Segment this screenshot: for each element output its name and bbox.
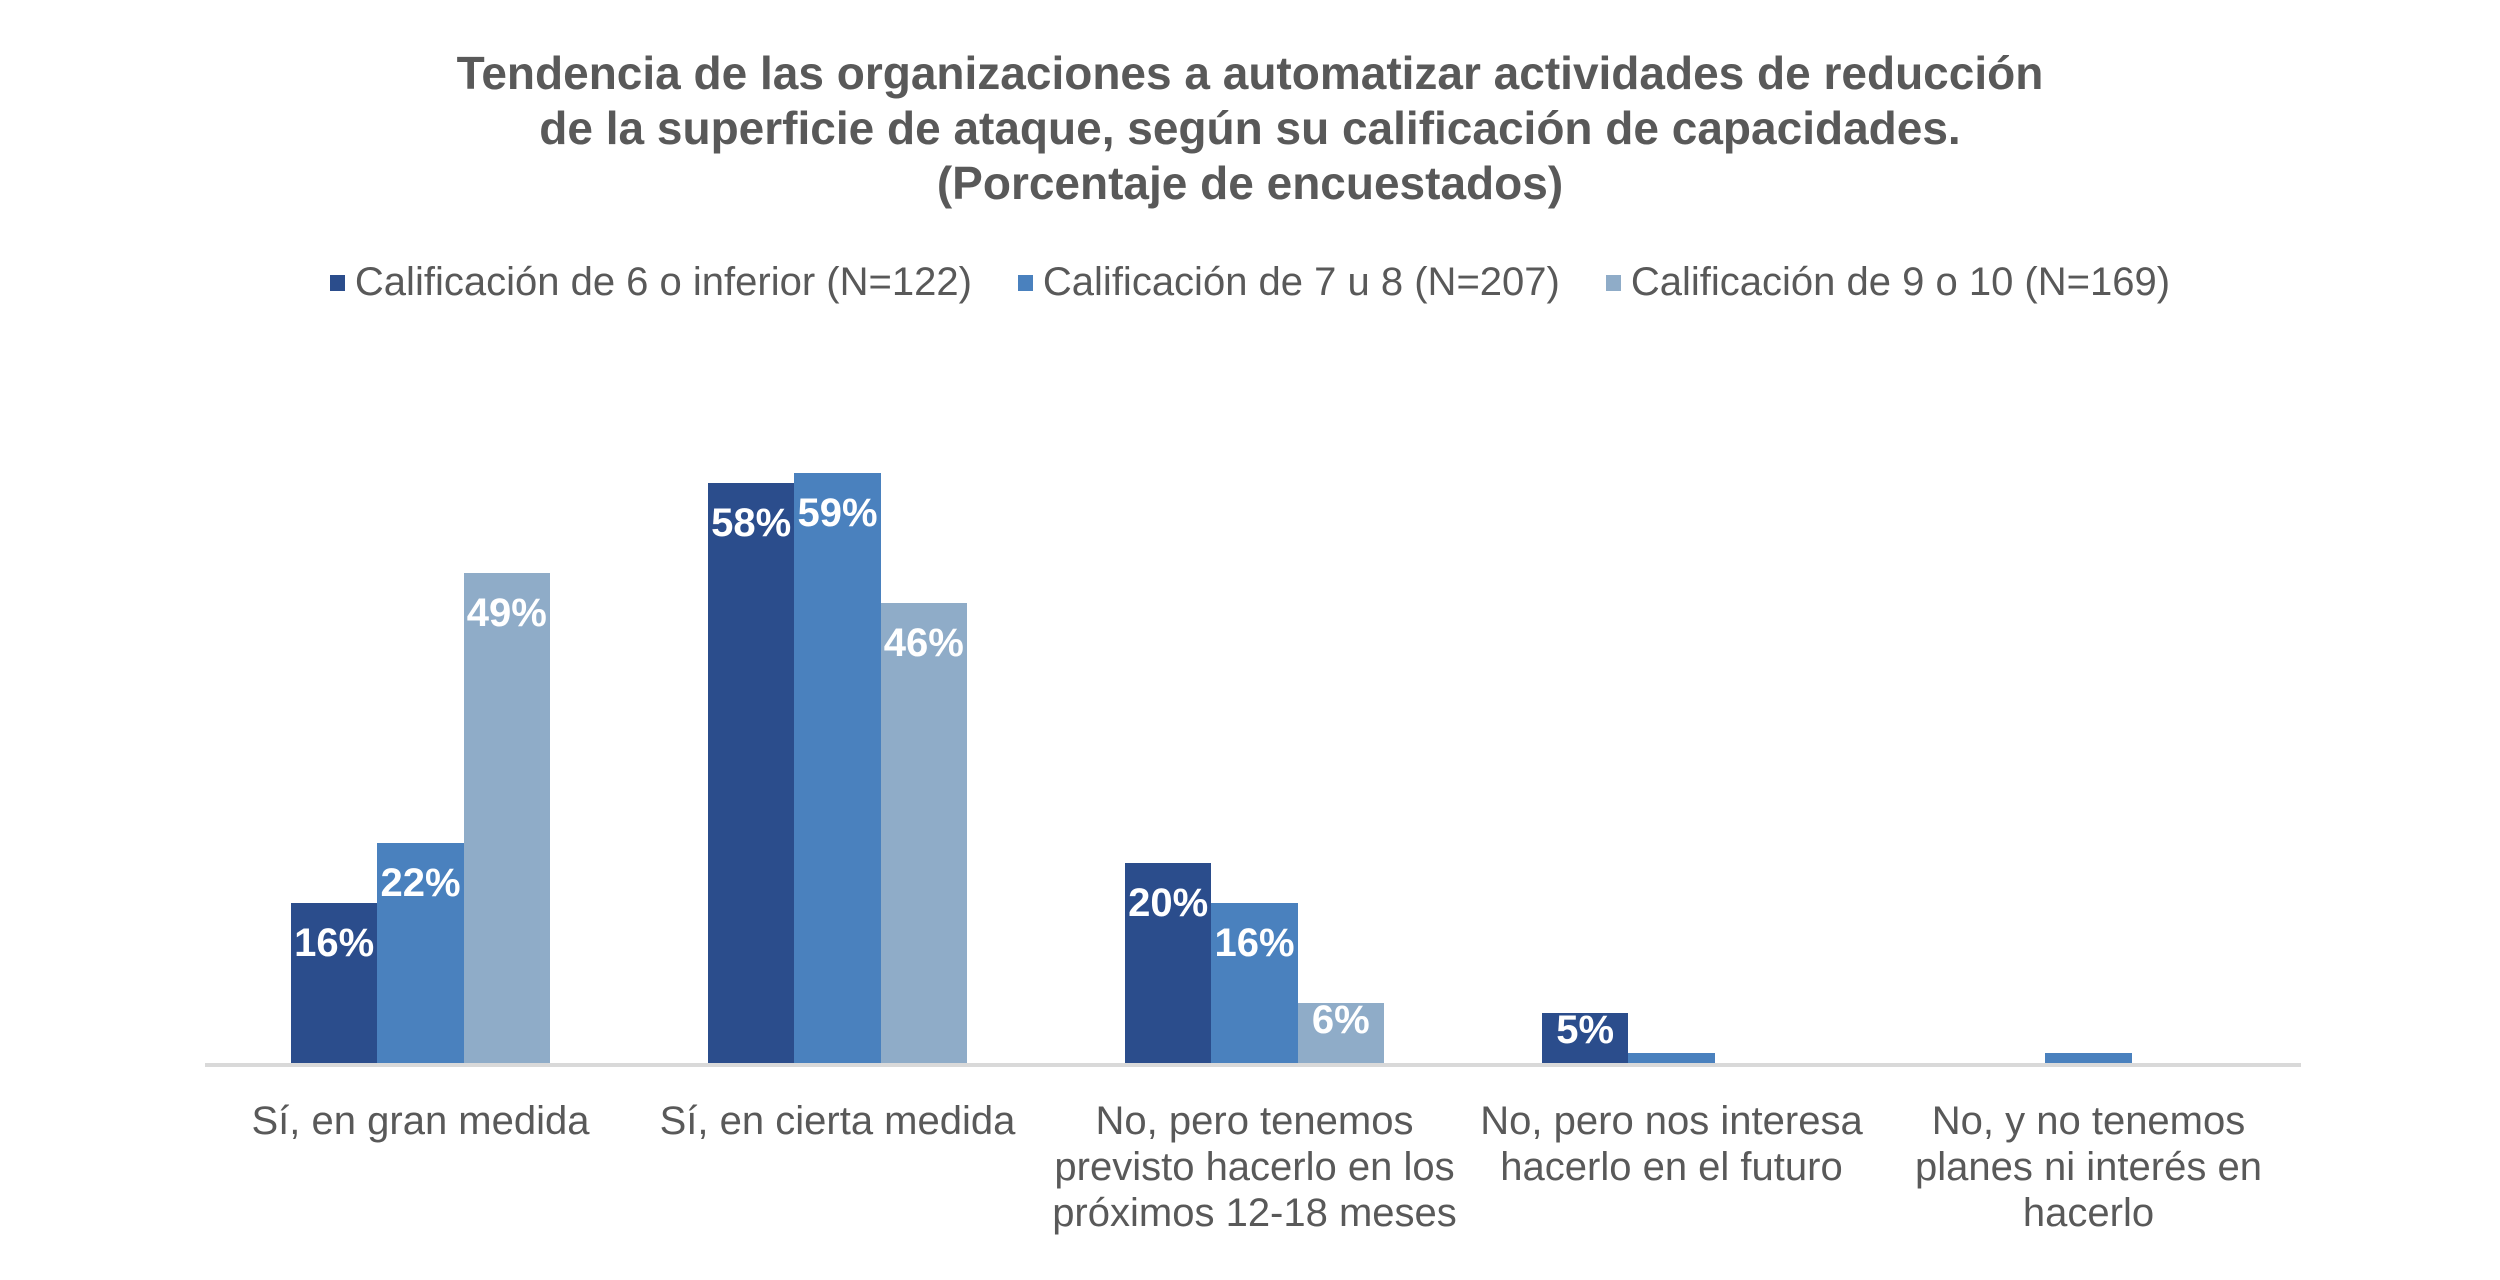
bar-group-3: 20% 16% 6%	[1125, 423, 1384, 1063]
category-label-line: No, pero tenemos	[1095, 1099, 1414, 1143]
x-axis-line	[205, 1063, 2301, 1067]
bar-group-1: 16% 22% 49%	[291, 423, 550, 1063]
category-label-line: próximos 12-18 meses	[1052, 1191, 1457, 1235]
category-label-5: No, y no tenemos planes ni interés en hace…	[1879, 1098, 2299, 1236]
bar-value-label: 22%	[380, 861, 461, 905]
category-label-line: hacerlo en el futuro	[1500, 1145, 1843, 1189]
bar-series-1-category-3: 20%	[1125, 863, 1212, 1063]
bar-series-2-category-5	[2045, 1053, 2132, 1063]
bar-value-label: 58%	[711, 501, 792, 545]
bar-value-label: 16%	[1214, 921, 1295, 965]
bar-value-label: 59%	[797, 491, 878, 535]
bar-series-2-category-3: 16%	[1211, 903, 1298, 1063]
category-label-1: Sí, en gran medida	[211, 1098, 631, 1144]
chart-title-line-1: Tendencia de las organizaciones a automa…	[456, 47, 2044, 99]
chart-title-line-2: de la superficie de ataque, según su cal…	[539, 102, 1961, 154]
category-label-2: Sí, en cierta medida	[628, 1098, 1048, 1144]
bar-series-3-category-1: 49%	[463, 573, 550, 1063]
bar-series-2-category-2: 59%	[794, 473, 881, 1063]
bar-series-3-category-2: 46%	[880, 603, 967, 1063]
legend-marker-icon	[1605, 274, 1621, 291]
legend-item-label: Calificación de 9 o 10 (N=169)	[1630, 260, 2171, 304]
bar-series-1-category-4: 5%	[1542, 1008, 1629, 1063]
legend-item-1: Calificación de 6 o inferior (N=122)	[329, 260, 972, 305]
legend-marker-icon	[329, 274, 345, 291]
bar-value-label: 49%	[466, 591, 547, 635]
category-label-3: No, pero tenemos previsto hacerlo en los p…	[1045, 1098, 1465, 1236]
bar-series-2-category-4	[1628, 1053, 1715, 1063]
category-label-4: No, pero nos interesa hacerlo en el futur…	[1462, 1098, 1882, 1190]
category-label-line: hacerlo	[2022, 1191, 2155, 1235]
category-label-line: previsto hacerlo en los	[1054, 1145, 1455, 1189]
bar-value-label: 46%	[883, 621, 964, 665]
bar-series-3-category-3: 6%	[1297, 998, 1384, 1063]
bar-group-4: 5%	[1542, 423, 1801, 1063]
legend: Calificación de 6 o inferior (N=122) Cali…	[0, 260, 2500, 305]
legend-item-3: Calificación de 9 o 10 (N=169)	[1605, 260, 2171, 305]
legend-marker-icon	[1017, 274, 1033, 291]
category-label-line: No, pero nos interesa	[1480, 1099, 1863, 1143]
category-label-line: planes ni interés en	[1915, 1145, 2262, 1189]
category-label-line: No, y no tenemos	[1931, 1099, 2246, 1143]
bar-series-1-category-2: 58%	[708, 483, 795, 1063]
bar-value-label: 5%	[1556, 1008, 1615, 1052]
legend-item-label: Calificación de 6 o inferior (N=122)	[354, 260, 972, 304]
chart-title-line-3: (Porcentaje de encuestados)	[936, 157, 1564, 209]
bar-value-label: 16%	[294, 921, 375, 965]
bar-value-label: 20%	[1128, 881, 1209, 925]
chart-title: Tendencia de las organizaciones a automa…	[0, 46, 2500, 211]
category-label-line: Sí, en gran medida	[251, 1099, 590, 1143]
bar-series-2-category-1: 22%	[377, 843, 464, 1063]
bar-group-2: 58% 59% 46%	[708, 423, 967, 1063]
bar-value-label: 6%	[1311, 998, 1370, 1042]
category-label-line: Sí, en cierta medida	[659, 1099, 1016, 1143]
bar-group-5	[1959, 423, 2218, 1063]
legend-item-label: Calificación de 7 u 8 (N=207)	[1042, 260, 1560, 304]
legend-item-2: Calificación de 7 u 8 (N=207)	[1017, 260, 1560, 305]
bar-series-1-category-1: 16%	[291, 903, 378, 1063]
